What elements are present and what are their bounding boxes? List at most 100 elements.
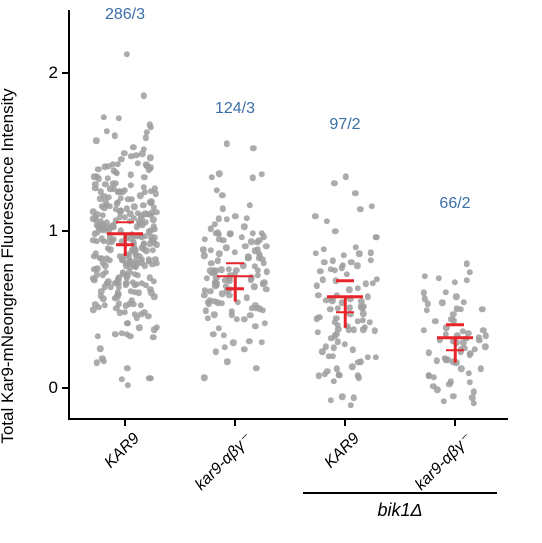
data-point bbox=[250, 175, 256, 181]
y-tick bbox=[62, 72, 70, 74]
data-point bbox=[128, 153, 134, 159]
data-point bbox=[242, 243, 248, 249]
data-point bbox=[323, 218, 329, 224]
data-point bbox=[330, 378, 336, 384]
count-label: 66/2 bbox=[439, 195, 470, 213]
data-point bbox=[128, 182, 134, 188]
data-point bbox=[116, 115, 122, 121]
data-point bbox=[420, 327, 426, 333]
data-point bbox=[97, 346, 103, 352]
data-point bbox=[432, 318, 438, 324]
data-point bbox=[373, 276, 379, 282]
data-point bbox=[350, 346, 356, 352]
data-point bbox=[232, 213, 238, 219]
data-point bbox=[333, 315, 339, 321]
data-point bbox=[332, 267, 338, 273]
data-point bbox=[112, 331, 118, 337]
data-point bbox=[347, 304, 353, 310]
x-tick bbox=[234, 418, 236, 426]
data-point bbox=[101, 205, 107, 211]
data-point bbox=[368, 257, 374, 263]
errorbar-cap bbox=[116, 243, 134, 246]
data-point bbox=[103, 269, 109, 275]
data-point bbox=[211, 311, 217, 317]
data-point bbox=[106, 194, 112, 200]
data-point bbox=[366, 319, 372, 325]
data-point bbox=[138, 302, 144, 308]
data-point bbox=[95, 166, 101, 172]
data-point bbox=[368, 250, 374, 256]
data-point bbox=[93, 137, 99, 143]
data-point bbox=[208, 247, 214, 253]
data-point bbox=[339, 394, 345, 400]
data-point bbox=[355, 285, 361, 291]
data-point bbox=[112, 180, 118, 186]
data-point bbox=[356, 250, 362, 256]
data-point bbox=[238, 234, 244, 240]
data-point bbox=[362, 280, 368, 286]
y-tick bbox=[62, 387, 70, 389]
data-point bbox=[319, 348, 325, 354]
data-point bbox=[425, 300, 431, 306]
data-point bbox=[458, 366, 464, 372]
errorbar-mean bbox=[327, 295, 363, 298]
data-point bbox=[219, 290, 225, 296]
errorbar-cap bbox=[446, 349, 464, 352]
data-point bbox=[349, 364, 355, 370]
x-tick-label: kar9-αβγ⁻ bbox=[411, 430, 475, 494]
data-point bbox=[121, 187, 127, 193]
data-point bbox=[263, 243, 269, 249]
data-point bbox=[328, 397, 334, 403]
data-point bbox=[335, 339, 341, 345]
data-point bbox=[243, 294, 249, 300]
data-point bbox=[114, 170, 120, 176]
data-point bbox=[350, 394, 356, 400]
data-point bbox=[115, 161, 121, 167]
errorbar-cap bbox=[336, 280, 354, 283]
data-point bbox=[100, 212, 106, 218]
data-point bbox=[329, 257, 335, 263]
data-point bbox=[223, 244, 229, 250]
y-tick-label: 2 bbox=[49, 63, 58, 83]
data-point bbox=[313, 282, 319, 288]
x-tick-label: kar9-αβγ⁻ bbox=[191, 430, 255, 494]
data-point bbox=[262, 320, 268, 326]
data-point bbox=[362, 324, 368, 330]
data-point bbox=[100, 358, 106, 364]
errorbar-cap bbox=[116, 221, 134, 224]
data-point bbox=[118, 376, 124, 382]
data-point bbox=[327, 306, 333, 312]
data-point bbox=[331, 180, 337, 186]
data-point bbox=[354, 263, 360, 269]
chart-container: Total Kar9-mNeongreen Fluorescence Inten… bbox=[0, 0, 542, 543]
data-point bbox=[134, 315, 140, 321]
data-point bbox=[149, 247, 155, 253]
data-point bbox=[465, 370, 471, 376]
data-point bbox=[247, 312, 253, 318]
data-point bbox=[259, 339, 265, 345]
data-point bbox=[255, 272, 261, 278]
data-point bbox=[482, 333, 488, 339]
data-point bbox=[131, 204, 137, 210]
data-point bbox=[227, 231, 233, 237]
data-point bbox=[341, 252, 347, 258]
data-point bbox=[251, 284, 257, 290]
data-point bbox=[471, 400, 477, 406]
data-point bbox=[461, 299, 467, 305]
data-point bbox=[330, 353, 336, 359]
data-point bbox=[466, 269, 472, 275]
data-point bbox=[143, 247, 149, 253]
data-point bbox=[127, 171, 133, 177]
count-label: 97/2 bbox=[329, 116, 360, 134]
data-point bbox=[246, 202, 252, 208]
data-point bbox=[316, 372, 322, 378]
data-point bbox=[216, 216, 222, 222]
data-point bbox=[130, 144, 136, 150]
data-point bbox=[342, 173, 348, 179]
data-point bbox=[148, 227, 154, 233]
errorbar-cap bbox=[226, 287, 244, 290]
data-point bbox=[136, 289, 142, 295]
data-point bbox=[315, 292, 321, 298]
data-point bbox=[346, 286, 352, 292]
y-axis-label: Total Kar9-mNeongreen Fluorescence Inten… bbox=[0, 88, 18, 443]
